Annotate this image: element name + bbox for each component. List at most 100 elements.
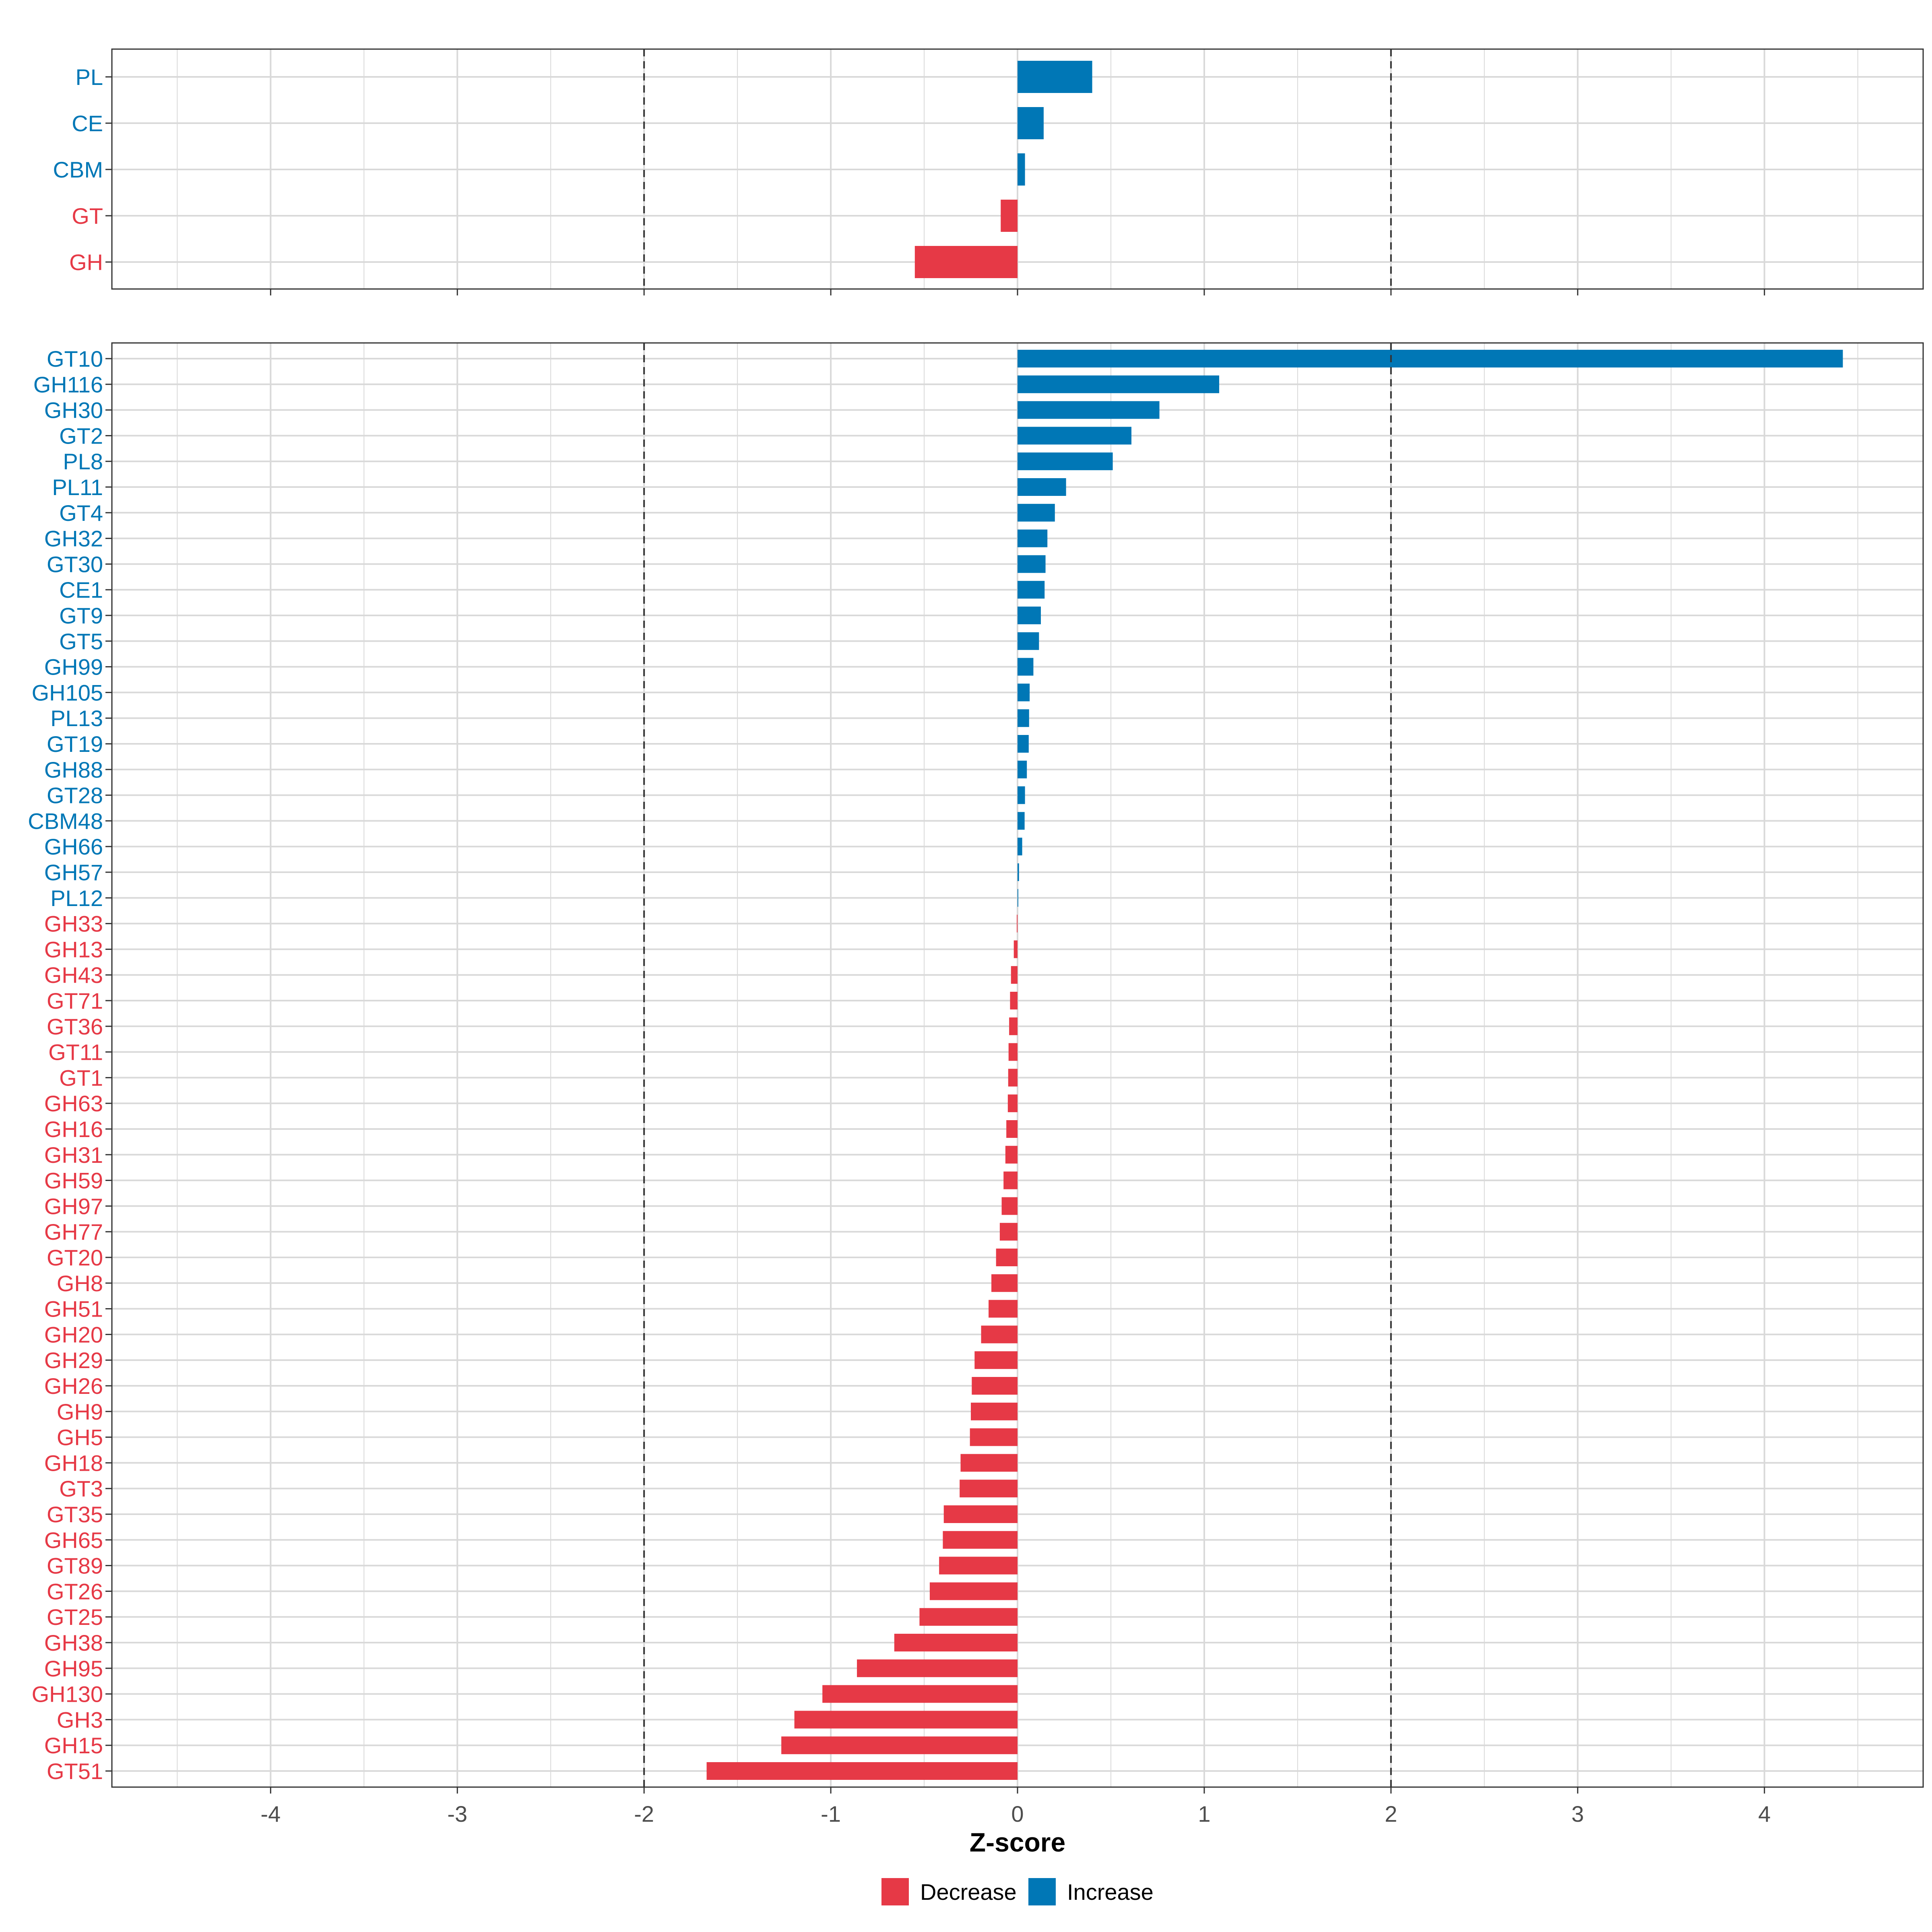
category-label-GH63: GH63 <box>44 1091 103 1116</box>
bar-GH57 <box>1018 863 1019 881</box>
bar-GT19 <box>1018 735 1029 753</box>
bar-GH15 <box>781 1736 1018 1754</box>
category-label-GH8: GH8 <box>57 1271 103 1296</box>
bar-GT4 <box>1018 504 1055 522</box>
bar-GH65 <box>943 1531 1018 1549</box>
category-label-GH65: GH65 <box>44 1527 103 1553</box>
category-label-GT26: GT26 <box>47 1579 103 1604</box>
bar-GT10 <box>1018 350 1843 367</box>
category-label-GH57: GH57 <box>44 860 103 885</box>
category-label-GT1: GT1 <box>59 1065 103 1090</box>
category-label-GT2: GT2 <box>59 423 103 448</box>
legend-label-decrease: Decrease <box>920 1879 1017 1905</box>
category-label-GT51: GT51 <box>47 1759 103 1784</box>
top-panel: PL CE CBM GT GH <box>53 48 1924 295</box>
category-label-GT28: GT28 <box>47 783 103 808</box>
category-label-GH116: GH116 <box>33 372 103 397</box>
bar-GT26 <box>929 1582 1018 1600</box>
bar-GH3 <box>794 1711 1018 1729</box>
bar-GH8 <box>991 1274 1018 1292</box>
category-label-GT35: GT35 <box>47 1502 103 1527</box>
bar-GH <box>914 246 1018 278</box>
category-label-GH88: GH88 <box>44 757 103 782</box>
bar-GT35 <box>943 1505 1018 1523</box>
bar-PL11 <box>1018 478 1066 496</box>
category-label-GH5: GH5 <box>57 1425 103 1450</box>
bar-GH130 <box>822 1685 1018 1703</box>
legend-swatch-decrease <box>881 1878 909 1905</box>
category-label-GT89: GT89 <box>47 1553 103 1579</box>
category-label-CE1: CE1 <box>59 577 103 603</box>
bar-GT25 <box>919 1608 1018 1626</box>
bar-GT36 <box>1009 1017 1018 1035</box>
category-label-CE: CE <box>72 111 103 136</box>
bar-PL8 <box>1018 452 1113 471</box>
x-tick-label: 1 <box>1198 1801 1210 1827</box>
category-label-GH15: GH15 <box>44 1733 103 1758</box>
x-tick-label: -4 <box>260 1801 281 1827</box>
bar-GT9 <box>1018 607 1041 624</box>
x-tick-label: -1 <box>821 1801 841 1827</box>
bar-PL13 <box>1018 709 1029 727</box>
category-label-GH16: GH16 <box>44 1117 103 1142</box>
category-label-GT20: GT20 <box>47 1245 103 1270</box>
category-label-GH105: GH105 <box>32 680 103 705</box>
bar-GH51 <box>989 1300 1018 1318</box>
x-tick-label: 0 <box>1011 1801 1024 1827</box>
bar-GH66 <box>1018 838 1022 856</box>
bar-GH38 <box>894 1634 1018 1651</box>
bar-GT89 <box>939 1556 1018 1575</box>
bar-GT1 <box>1008 1069 1018 1087</box>
category-label-GH99: GH99 <box>44 654 103 680</box>
category-label-PL: PL <box>76 64 103 90</box>
category-label-GH9: GH9 <box>57 1399 103 1424</box>
category-label-GT: GT <box>72 203 103 229</box>
bar-GH97 <box>1001 1197 1018 1215</box>
bar-GH13 <box>1013 940 1018 958</box>
category-label-CBM: CBM <box>53 157 103 182</box>
category-label-GT9: GT9 <box>59 603 103 628</box>
category-label-GT36: GT36 <box>47 1014 103 1039</box>
category-label-PL8: PL8 <box>63 449 103 474</box>
x-tick-label: 3 <box>1571 1801 1584 1827</box>
category-label-PL11: PL11 <box>52 475 103 500</box>
category-label-GT25: GT25 <box>47 1604 103 1630</box>
bar-CE1 <box>1018 581 1045 599</box>
category-label-GT5: GT5 <box>59 629 103 654</box>
category-label-GH: GH <box>69 250 103 275</box>
bar-GT30 <box>1018 555 1046 573</box>
bar-GT3 <box>960 1480 1018 1498</box>
category-label-GH26: GH26 <box>44 1373 103 1399</box>
bar-CBM48 <box>1018 812 1025 830</box>
legend-swatch-increase <box>1028 1878 1056 1905</box>
bar-GT11 <box>1008 1043 1018 1061</box>
bar-GT <box>1001 200 1018 232</box>
bar-GT5 <box>1018 632 1039 650</box>
bar-GH33 <box>1017 914 1018 933</box>
category-label-GH18: GH18 <box>44 1450 103 1476</box>
bar-GT71 <box>1010 992 1018 1009</box>
bar-GH16 <box>1006 1120 1018 1138</box>
category-label-GH13: GH13 <box>44 937 103 962</box>
category-label-PL13: PL13 <box>50 706 103 731</box>
bar-GH59 <box>1003 1171 1018 1189</box>
category-label-PL12: PL12 <box>50 886 103 911</box>
category-label-GH77: GH77 <box>44 1219 103 1245</box>
category-label-GH97: GH97 <box>44 1193 103 1219</box>
bar-GT51 <box>706 1762 1018 1780</box>
legend: Decrease Increase <box>881 1878 1154 1905</box>
category-label-GH38: GH38 <box>44 1630 103 1655</box>
bar-GH88 <box>1018 760 1027 778</box>
bar-GH30 <box>1018 401 1160 419</box>
category-label-GT19: GT19 <box>47 731 103 757</box>
category-label-GH31: GH31 <box>44 1142 103 1168</box>
category-label-GH30: GH30 <box>44 398 103 423</box>
x-tick-label: 4 <box>1758 1801 1771 1827</box>
category-label-GT3: GT3 <box>59 1476 103 1501</box>
bar-GH105 <box>1018 683 1030 702</box>
bar-PL <box>1018 61 1092 93</box>
bar-GH29 <box>974 1351 1018 1369</box>
category-label-GH29: GH29 <box>44 1348 103 1373</box>
bar-GH31 <box>1005 1146 1018 1164</box>
